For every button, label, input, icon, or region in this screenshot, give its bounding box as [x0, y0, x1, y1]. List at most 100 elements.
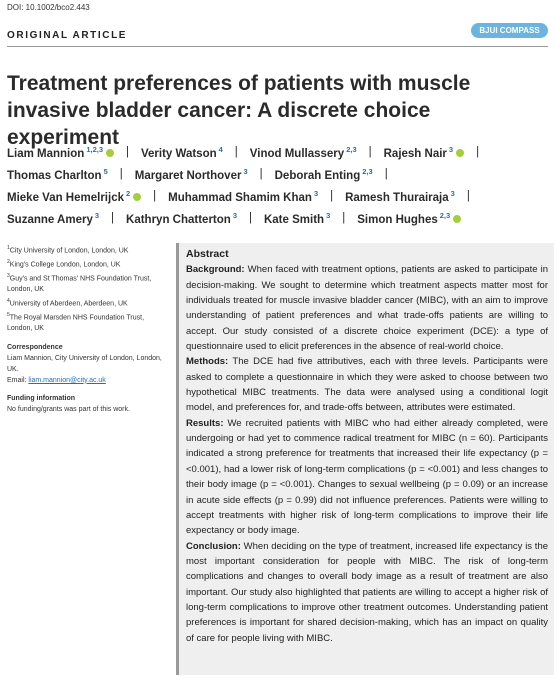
- affiliation-number: 5: [7, 312, 10, 319]
- email-label: Email:: [7, 376, 27, 384]
- separator: |: [476, 146, 480, 158]
- separator: |: [234, 146, 238, 158]
- funding-text: No funding/grants was part of this work.: [7, 406, 130, 414]
- author: Mieke Van Hemelrijck 2: [7, 188, 142, 204]
- author: Kate Smith 3: [264, 211, 330, 226]
- correspondence-text: Liam Mannion, City University of London,…: [7, 355, 162, 373]
- author: Ramesh Thurairaja 3: [345, 189, 455, 204]
- orcid-icon[interactable]: [456, 149, 465, 158]
- orcid-icon[interactable]: [106, 149, 114, 158]
- author-list: Liam Mannion 1,2,3 | Verity Watson 4 | Vinod M…: [7, 141, 555, 229]
- orcid-icon[interactable]: [453, 215, 462, 224]
- author: Simon Hughes 2,3: [357, 210, 462, 226]
- author-affiliation-ref: 3: [313, 188, 319, 198]
- separator: |: [384, 168, 388, 180]
- affiliation: 5The Royal Marsden NHS Foundation Trust,…: [7, 310, 167, 335]
- affiliation: 4University of Aberdeen, Aberdeen, UK: [7, 296, 167, 310]
- author-name[interactable]: Mieke Van Hemelrijck: [7, 191, 124, 204]
- author-affiliation-ref: 3: [232, 210, 237, 220]
- author-line: Liam Mannion 1,2,3 | Verity Watson 4 | Vinod M…: [7, 141, 555, 163]
- affiliation: 2King's College London, London, UK: [7, 257, 167, 271]
- author-name[interactable]: Ramesh Thurairaja: [345, 191, 449, 204]
- author-affiliation-ref: 4: [218, 144, 223, 154]
- abstract-section: Conclusion: When deciding on the type of…: [186, 539, 548, 646]
- author-affiliation-ref: 2: [125, 188, 131, 198]
- author-name[interactable]: Muhammad Shamim Khan: [168, 191, 312, 204]
- section-label: Results:: [186, 417, 224, 429]
- author-affiliation-ref: 2,3: [346, 144, 357, 154]
- author: Suzanne Amery 3: [7, 211, 99, 226]
- email-link[interactable]: liam.mannion@city.ac.uk: [28, 376, 106, 384]
- abstract-heading: Abstract: [186, 248, 229, 260]
- author: Rajesh Nair 3: [383, 144, 465, 160]
- abstract-section: Methods: The DCE had five attributives, …: [186, 354, 548, 415]
- affiliation-text: University of Aberdeen, Aberdeen, UK: [9, 300, 128, 308]
- affiliation-number: 4: [7, 298, 10, 305]
- section-label: Background:: [186, 264, 245, 276]
- abstract-box: Abstract Background: When faced with tre…: [176, 243, 554, 675]
- section-text: When faced with treatment options, patie…: [186, 264, 549, 353]
- separator: |: [368, 146, 372, 158]
- author: Vinod Mullassery 2,3: [250, 145, 357, 160]
- funding-heading: Funding information: [7, 395, 76, 403]
- author-affiliation-ref: 5: [103, 166, 108, 176]
- affiliation-text: The Royal Marsden NHS Foundation Trust, …: [7, 314, 145, 333]
- author-affiliation-ref: 3: [448, 144, 454, 154]
- separator: |: [259, 168, 263, 180]
- author-affiliation-ref: 3: [326, 210, 331, 220]
- doi: DOI: 10.1002/bco2.443: [7, 3, 90, 12]
- author: Muhammad Shamim Khan 3: [168, 189, 318, 204]
- separator: |: [126, 146, 129, 158]
- author: Margaret Northover 3: [135, 167, 248, 182]
- author-affiliation-ref: 2,3: [439, 210, 451, 220]
- separator: |: [248, 212, 252, 224]
- affiliation-text: King's College London, London, UK: [9, 261, 121, 269]
- author-name[interactable]: Verity Watson: [141, 147, 217, 160]
- author: Verity Watson 4: [141, 145, 223, 160]
- email-line: Email: liam.mannion@city.ac.uk: [7, 376, 167, 387]
- section-label: Conclusion:: [186, 540, 241, 552]
- section-label: Methods:: [186, 356, 229, 368]
- affiliation-number: 3: [7, 273, 10, 280]
- section-text: When deciding on the type of treatment, …: [186, 540, 549, 644]
- author: Deborah Enting 2,3: [275, 167, 373, 182]
- author-name[interactable]: Vinod Mullassery: [249, 147, 345, 160]
- affiliation-number: 2: [7, 259, 10, 266]
- orcid-icon[interactable]: [133, 193, 142, 202]
- author-name[interactable]: Liam Mannion: [7, 147, 85, 160]
- separator: |: [342, 212, 346, 224]
- author: Thomas Charlton 5: [7, 167, 108, 182]
- separator: |: [330, 190, 334, 202]
- author: Kathryn Chatterton 3: [126, 211, 237, 226]
- author-name[interactable]: Margaret Northover: [134, 169, 242, 182]
- section-text: The DCE had five attributives, each with…: [186, 356, 548, 414]
- author-name[interactable]: Suzanne Amery: [7, 213, 93, 226]
- author-name[interactable]: Deborah Enting: [274, 169, 361, 182]
- author-name[interactable]: Rajesh Nair: [383, 147, 447, 160]
- author-name[interactable]: Kate Smith: [263, 213, 325, 226]
- affiliation-text: City University of London, London, UK: [9, 247, 129, 255]
- affiliation: 1City University of London, London, UK: [7, 243, 167, 257]
- author-line: Thomas Charlton 5 | Margaret Northover 3 | Deb…: [7, 163, 555, 185]
- author-name[interactable]: Simon Hughes: [357, 213, 438, 226]
- author-affiliation-ref: 1,2,3: [86, 144, 103, 154]
- affiliation: 3Guy's and St Thomas' NHS Foundation Tru…: [7, 271, 167, 296]
- author-affiliation-ref: 2,3: [362, 166, 373, 176]
- separator: |: [466, 190, 470, 202]
- journal-badge[interactable]: BJUI COMPASS: [471, 23, 548, 38]
- separator: |: [111, 212, 115, 224]
- author-affiliation-ref: 3: [243, 166, 248, 176]
- section-text: We recruited patients with MIBC who had …: [186, 417, 548, 537]
- correspondence-heading: Correspondence: [7, 344, 63, 352]
- author-line: Mieke Van Hemelrijck 2 | Muhammad Shamim Kh…: [7, 185, 555, 207]
- author-name[interactable]: Thomas Charlton: [7, 169, 102, 182]
- abstract-section: Background: When faced with treatment op…: [186, 262, 548, 354]
- author-name[interactable]: Kathryn Chatterton: [126, 213, 231, 226]
- divider: [7, 46, 548, 47]
- author-affiliation-ref: 3: [450, 188, 455, 198]
- author: Liam Mannion 1,2,3: [7, 144, 114, 160]
- abstract-section: Results: We recruited patients with MIBC…: [186, 416, 548, 539]
- article-title: Treatment preferences of patients with m…: [7, 72, 471, 149]
